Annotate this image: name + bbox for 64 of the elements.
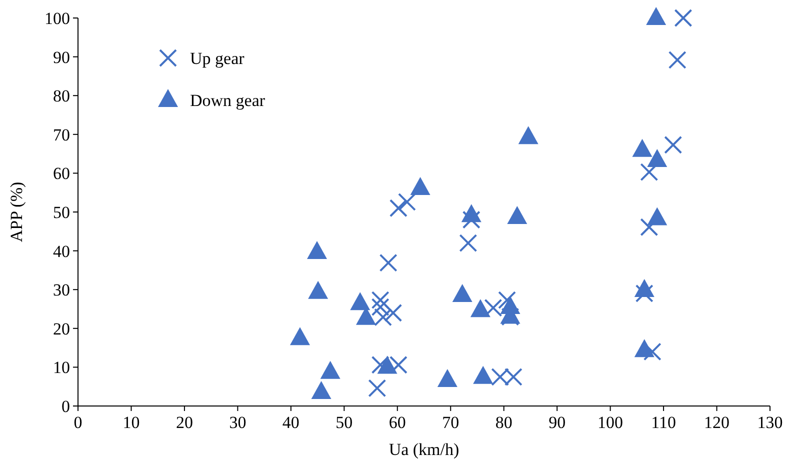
point [640,163,658,182]
x-axis-title: Ua (km/h) [388,440,460,459]
point [307,240,328,259]
y-tick-label: 70 [53,125,70,144]
y-tick-label: 30 [53,280,70,300]
point [632,138,652,157]
point [368,379,386,398]
x-tick-label: 70 [442,413,460,432]
x-tick-label: 120 [704,413,730,432]
point [664,136,682,154]
point [462,210,480,229]
x-tick-label: 10 [122,413,140,432]
point [398,192,416,211]
legend-label: Down gear [190,91,266,110]
point [371,291,390,310]
point [384,304,402,322]
point [635,284,654,302]
point [452,284,472,302]
y-tick-label: 40 [53,242,70,261]
y-tick-label: 10 [53,358,70,378]
y-tick-label: 50 [53,203,70,222]
point [290,327,310,346]
y-tick-label: 80 [53,86,70,106]
x-tick-label: 0 [74,413,82,432]
point [668,50,686,69]
point [320,360,340,379]
point [374,308,392,326]
point [389,199,408,218]
x-tick-label: 40 [282,413,300,432]
point [379,254,398,272]
y-tick-label: 100 [44,9,70,28]
point [646,7,666,25]
point [459,234,478,252]
x-tick-label: 60 [388,413,406,432]
point [308,280,328,299]
x-tick-label: 50 [336,413,353,432]
legend-label: Up gear [190,49,245,68]
y-axis-title: APP (%) [7,182,26,242]
point [473,366,494,384]
y-tick-label: 0 [62,397,70,416]
point [410,176,430,195]
y-tick-label: 90 [53,48,70,67]
y-tick-label: 20 [53,319,70,338]
point [371,298,390,316]
x-tick-label: 80 [495,413,512,432]
point [643,342,662,361]
point [484,298,502,317]
x-tick-label: 90 [548,413,566,432]
x-tick-label: 30 [229,413,246,432]
y-tick-label: 60 [53,164,70,184]
x-tick-label: 130 [757,413,783,432]
point [437,369,458,388]
point [674,9,692,27]
point [640,218,658,236]
point [350,292,370,310]
point [507,206,528,224]
point [311,381,332,400]
x-tick-label: 100 [598,413,624,432]
x-tick-label: 110 [651,413,676,432]
point [518,126,538,144]
x-tick-label: 20 [176,413,193,432]
point [470,299,490,318]
point [647,149,668,168]
point [498,291,516,310]
